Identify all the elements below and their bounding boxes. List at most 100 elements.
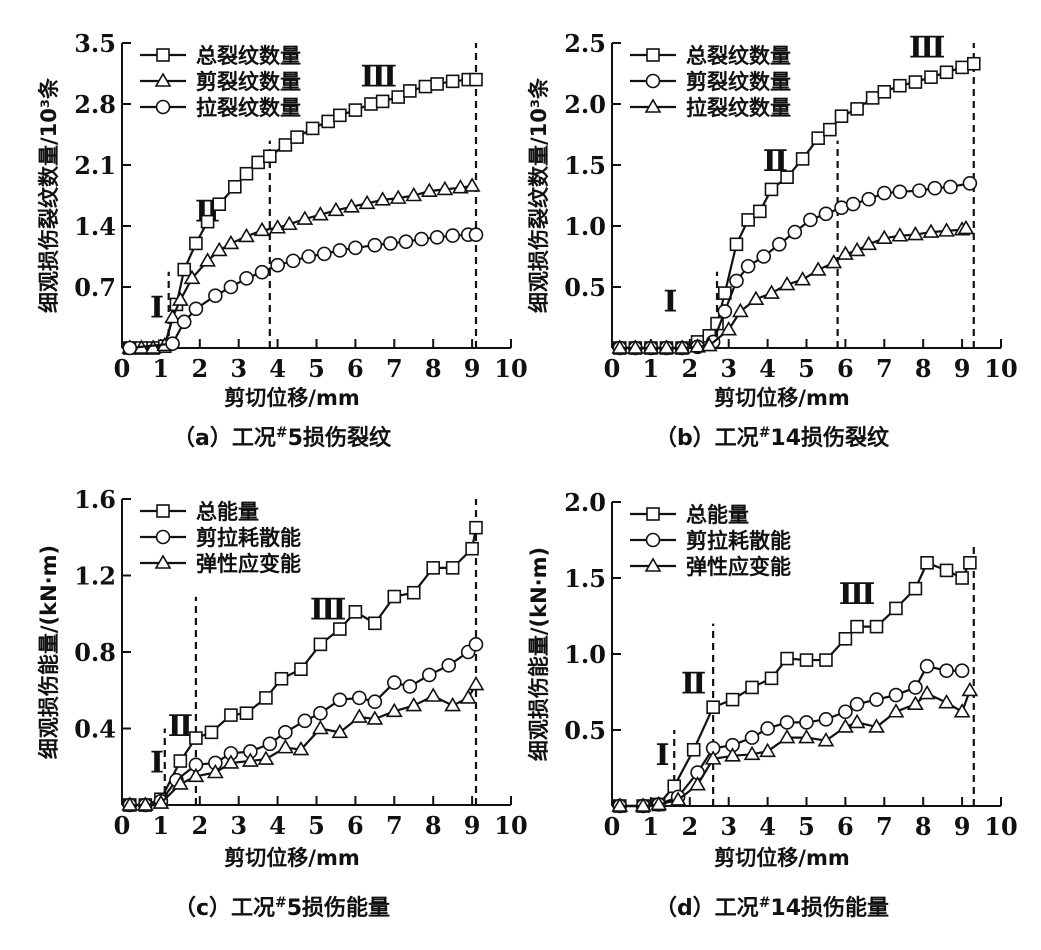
- legend-label: 剪拉耗散能: [196, 526, 301, 550]
- data-point: [259, 691, 273, 705]
- x-tick-label: 9: [464, 811, 481, 840]
- data-point: [943, 179, 958, 195]
- x-tick-label: 9: [954, 812, 971, 841]
- y-tick-label: 2.5: [564, 29, 606, 58]
- data-point: [753, 204, 767, 219]
- y-tick-label: 2.1: [74, 151, 116, 180]
- data-point: [848, 241, 866, 257]
- data-point: [875, 229, 893, 244]
- data-point: [228, 179, 242, 194]
- legend-marker: [646, 48, 660, 62]
- panel-caption: （c）工况#5损伤能量: [174, 895, 390, 921]
- data-point: [908, 680, 923, 695]
- legend-label: 拉裂纹数量: [196, 96, 301, 120]
- data-point: [368, 616, 382, 631]
- data-point: [263, 149, 277, 164]
- data-point: [966, 56, 981, 71]
- y-tick-label: 1.6: [74, 485, 116, 514]
- legend-label: 弹性应变能: [196, 552, 301, 576]
- x-tick-label: 5: [798, 354, 815, 383]
- stage-label: Ⅲ: [909, 32, 946, 65]
- series-triangle: [611, 681, 979, 812]
- data-point: [311, 719, 329, 735]
- panel-caption: （a）工况#5损伤裂纹: [173, 425, 392, 451]
- data-point: [251, 155, 265, 170]
- legend-marker: [154, 554, 172, 569]
- data-point: [759, 742, 776, 758]
- data-point: [414, 231, 429, 247]
- data-point: [780, 651, 794, 666]
- data-point: [429, 230, 445, 245]
- data-point: [834, 109, 849, 123]
- data-point: [452, 179, 469, 194]
- y-tick-label: 0.4: [74, 715, 116, 744]
- y-tick-label: 0.5: [564, 273, 606, 302]
- data-point: [760, 721, 775, 736]
- data-point: [375, 94, 390, 109]
- y-tick-label: 1.2: [74, 562, 116, 591]
- legend-marker: [156, 504, 170, 518]
- data-point: [418, 79, 433, 94]
- data-point: [838, 704, 853, 720]
- data-point: [351, 690, 367, 706]
- caption-prefix: （d）工况: [655, 896, 759, 921]
- x-tick-label: 8: [915, 354, 932, 383]
- y-tick-label: 2.8: [74, 90, 116, 119]
- data-point: [963, 555, 977, 570]
- data-point: [741, 213, 755, 227]
- data-point: [700, 336, 718, 352]
- data-point: [888, 687, 904, 703]
- series-square: [122, 520, 483, 812]
- x-tick-label: 0: [114, 354, 131, 383]
- data-point: [212, 197, 227, 212]
- data-point: [171, 291, 189, 306]
- data-point: [280, 215, 298, 231]
- data-point: [962, 176, 978, 191]
- x-tick-label: 7: [876, 354, 893, 383]
- data-point: [459, 689, 477, 704]
- data-point: [893, 78, 907, 93]
- legend-label: 剪裂纹数量: [686, 70, 791, 94]
- y-tick-label: 0.7: [74, 273, 116, 302]
- data-point: [818, 206, 834, 222]
- series-line: [129, 233, 476, 350]
- data-point: [626, 339, 644, 354]
- data-point: [391, 90, 405, 104]
- data-point: [860, 235, 878, 251]
- data-point: [778, 275, 796, 291]
- data-point: [771, 237, 787, 252]
- series-circle: [612, 176, 978, 356]
- data-point: [122, 340, 138, 356]
- x-tick-label: 1: [643, 812, 660, 841]
- y-axis-label: 细观损伤裂纹数量/10³条: [527, 77, 551, 313]
- data-point: [689, 776, 706, 791]
- data-point: [348, 103, 363, 117]
- data-point: [239, 706, 254, 721]
- data-point: [469, 72, 483, 87]
- data-point: [764, 671, 779, 686]
- data-point: [787, 224, 803, 240]
- data-point: [939, 65, 954, 80]
- data-point: [798, 729, 815, 744]
- data-point: [358, 194, 376, 210]
- data-point: [611, 797, 629, 812]
- data-point: [907, 695, 924, 710]
- caption-superscript: #: [275, 895, 287, 911]
- x-tick-label: 9: [954, 354, 971, 383]
- data-point: [939, 663, 954, 679]
- data-point: [634, 797, 652, 812]
- data-point: [865, 91, 880, 105]
- x-tick-label: 4: [759, 812, 776, 841]
- data-point: [892, 184, 908, 200]
- data-point: [333, 108, 347, 123]
- data-point: [611, 339, 629, 354]
- data-point: [669, 791, 687, 806]
- x-tick-label: 10: [984, 812, 1017, 841]
- data-point: [253, 221, 271, 237]
- data-point: [406, 585, 421, 600]
- data-point: [729, 237, 744, 252]
- legend-marker: [155, 529, 171, 545]
- data-point: [285, 253, 301, 269]
- x-axis-label: 剪切位移/mm: [224, 386, 359, 410]
- data-point: [907, 225, 924, 241]
